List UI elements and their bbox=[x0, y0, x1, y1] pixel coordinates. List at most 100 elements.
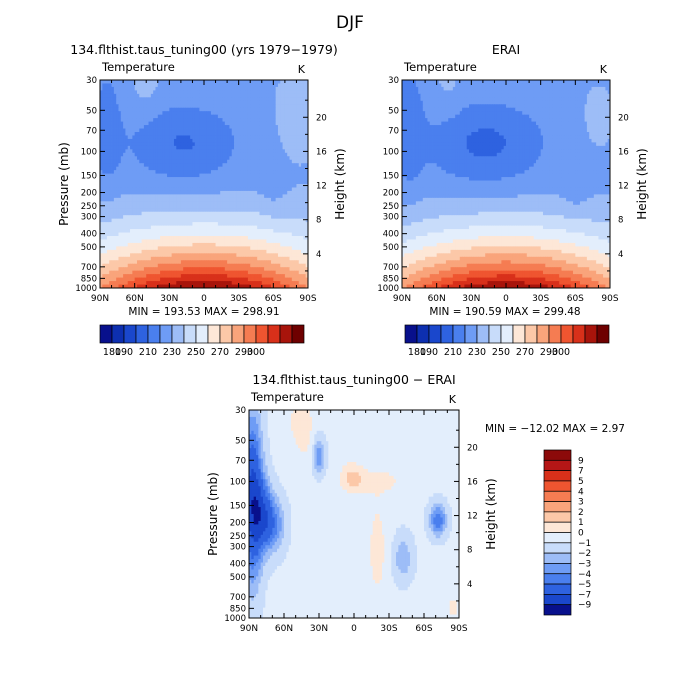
contour-cell bbox=[224, 111, 228, 116]
contour-cell bbox=[162, 142, 166, 147]
contour-cell bbox=[136, 104, 140, 109]
contour-cell bbox=[164, 194, 168, 199]
contour-cell bbox=[287, 149, 290, 154]
contour-cell bbox=[271, 142, 274, 147]
contour-cell bbox=[227, 152, 230, 157]
contour-cell bbox=[280, 218, 283, 223]
contour-cell bbox=[289, 211, 293, 216]
contour-cell bbox=[296, 253, 300, 258]
contour-cell bbox=[171, 135, 175, 140]
contour-cell bbox=[157, 104, 161, 109]
contour-cell bbox=[289, 97, 293, 102]
contour-cell bbox=[227, 86, 230, 91]
contour-cell bbox=[192, 97, 196, 102]
contour-cell bbox=[224, 86, 228, 91]
contour-cell bbox=[259, 177, 263, 181]
contour-cell bbox=[180, 135, 184, 140]
contour-cell bbox=[298, 267, 302, 272]
contour-cell bbox=[238, 90, 242, 95]
contour-cell bbox=[298, 239, 302, 244]
contour-cell bbox=[164, 166, 168, 171]
contour-cell bbox=[113, 128, 117, 133]
contour-cell bbox=[113, 194, 117, 199]
contour-cell bbox=[284, 197, 288, 202]
contour-cell bbox=[264, 236, 267, 240]
contour-cell bbox=[134, 177, 138, 181]
contour-cell bbox=[234, 222, 237, 226]
contour-cell bbox=[294, 232, 297, 237]
contour-cell bbox=[162, 236, 166, 240]
contour-cell bbox=[208, 100, 212, 105]
contour-cell bbox=[305, 128, 309, 133]
contour-cell bbox=[171, 93, 175, 98]
contour-cell bbox=[301, 239, 304, 244]
contour-cell bbox=[222, 190, 226, 195]
contour-cell bbox=[210, 260, 214, 265]
contour-cell bbox=[106, 104, 110, 109]
contour-cell bbox=[217, 138, 221, 143]
contour-cell bbox=[271, 90, 274, 95]
contour-cell bbox=[176, 170, 179, 174]
contour-cell bbox=[303, 125, 307, 129]
contour-cell bbox=[109, 218, 112, 223]
contour-cell bbox=[125, 142, 129, 147]
contour-cell bbox=[201, 232, 205, 237]
contour-cell bbox=[116, 253, 119, 258]
contour-cell bbox=[289, 225, 293, 230]
contour-cell bbox=[176, 118, 179, 122]
contour-cell bbox=[106, 173, 110, 178]
contour-cell bbox=[125, 107, 129, 112]
contour-cell bbox=[102, 159, 106, 164]
contour-cell bbox=[210, 197, 214, 202]
contour-cell bbox=[236, 187, 240, 192]
contour-cell bbox=[100, 208, 103, 213]
contour-cell bbox=[247, 222, 251, 226]
contour-cell bbox=[148, 232, 152, 237]
contour-cell bbox=[106, 225, 110, 230]
contour-cell bbox=[187, 242, 191, 247]
contour-cell bbox=[240, 149, 244, 154]
contour-cell bbox=[222, 208, 226, 213]
contour-cell bbox=[113, 211, 117, 216]
contour-cell bbox=[254, 107, 258, 112]
contour-cell bbox=[236, 83, 240, 88]
contour-cell bbox=[190, 163, 193, 168]
contour-cell bbox=[227, 135, 230, 140]
contour-cell bbox=[220, 260, 223, 265]
contour-cell bbox=[247, 218, 251, 223]
contour-cell bbox=[247, 159, 251, 164]
contour-cell bbox=[164, 253, 168, 258]
contour-cell bbox=[227, 142, 230, 147]
contour-cell bbox=[301, 211, 304, 216]
contour-cell bbox=[176, 222, 179, 226]
contour-cell bbox=[268, 242, 272, 247]
contour-cell bbox=[132, 267, 136, 272]
contour-cell bbox=[305, 242, 309, 247]
contour-cell bbox=[250, 90, 253, 95]
contour-cell bbox=[155, 90, 159, 95]
contour-cell bbox=[264, 239, 267, 244]
contour-cell bbox=[192, 156, 196, 161]
contour-cell bbox=[125, 201, 129, 206]
contour-cell bbox=[254, 114, 258, 119]
contour-cell bbox=[100, 135, 103, 140]
contour-cell bbox=[190, 97, 193, 102]
contour-cell bbox=[109, 111, 112, 116]
contour-cell bbox=[303, 156, 307, 161]
contour-cell bbox=[305, 267, 309, 272]
contour-cell bbox=[259, 149, 263, 154]
contour-cell bbox=[106, 166, 110, 171]
contour-cell bbox=[176, 159, 179, 164]
contour-cell bbox=[139, 107, 142, 112]
contour-cell bbox=[294, 204, 297, 209]
contour-cell bbox=[180, 118, 184, 122]
contour-cell bbox=[266, 194, 270, 199]
contour-cell bbox=[120, 270, 124, 275]
contour-cell bbox=[190, 152, 193, 157]
contour-cell bbox=[238, 197, 242, 202]
contour-cell bbox=[245, 125, 249, 129]
contour-cell bbox=[291, 163, 295, 168]
contour-cell bbox=[303, 242, 307, 247]
contour-cell bbox=[208, 152, 212, 157]
contour-cell bbox=[104, 270, 108, 275]
